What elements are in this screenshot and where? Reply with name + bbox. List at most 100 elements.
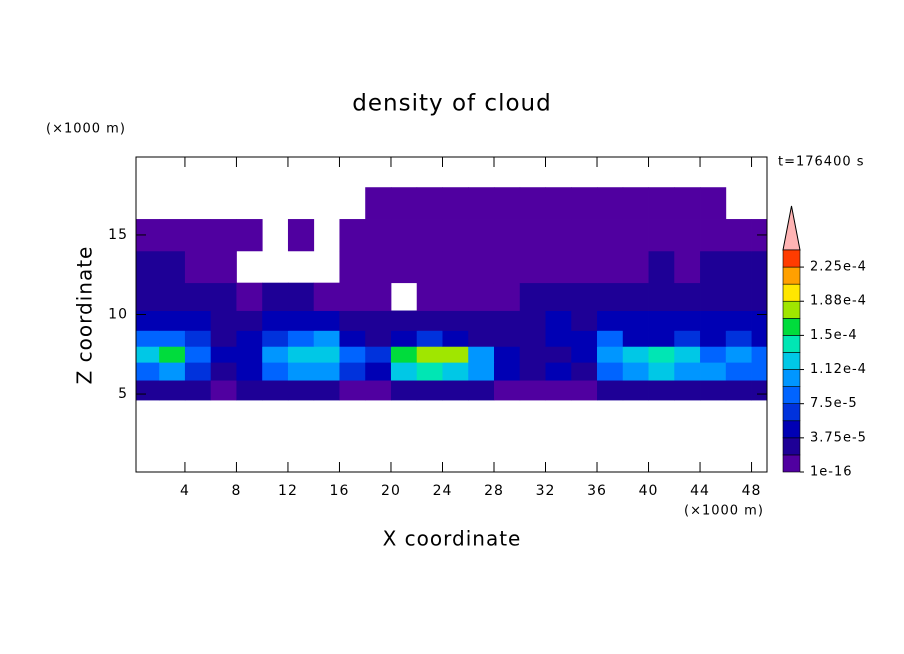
contour-cell <box>210 380 237 401</box>
colorbar-segment <box>782 335 801 353</box>
contour-cell <box>468 330 495 347</box>
colorbar-segment <box>782 352 801 370</box>
contour-cell <box>493 380 521 401</box>
contour-cell <box>648 346 675 363</box>
x-tick-label: 36 <box>587 483 607 499</box>
contour-cell <box>287 362 315 381</box>
contour-cell <box>648 310 675 331</box>
contour-cell <box>339 346 366 363</box>
contour-cell <box>493 219 521 252</box>
y-tick-label: 15 <box>108 227 128 243</box>
contour-cell <box>468 346 495 363</box>
contour-cell <box>700 380 727 401</box>
contour-cell <box>725 380 752 401</box>
contour-cell <box>136 330 160 347</box>
y-axis-label: Z coordinate <box>73 246 97 385</box>
contour-cell <box>136 362 160 381</box>
x-tick-label: 44 <box>690 483 710 499</box>
contour-cell <box>571 219 598 252</box>
contour-cell <box>313 330 340 347</box>
contour-cell <box>648 219 675 252</box>
contour-cell <box>365 362 392 381</box>
contour-cell <box>571 310 598 331</box>
contour-cell <box>751 362 768 381</box>
contour-cell <box>390 346 418 363</box>
contour-cell <box>493 187 521 220</box>
contour-cell <box>493 362 521 381</box>
contour-cell <box>597 330 624 347</box>
contour-cell <box>468 250 495 284</box>
contour-cell <box>416 187 443 220</box>
x-axis-label: X coordinate <box>383 527 522 551</box>
contour-cell <box>442 250 469 284</box>
contour-cell <box>674 362 701 381</box>
colorbar-segment <box>782 403 801 422</box>
contour-cell <box>545 330 572 347</box>
contour-cell <box>236 310 263 331</box>
colorbar-segment <box>782 369 801 387</box>
contour-cell <box>571 362 598 381</box>
contour-cell <box>648 330 675 347</box>
contour-cell <box>519 346 546 363</box>
x-tick-label: 24 <box>433 483 453 499</box>
x-tick-label: 20 <box>381 483 401 499</box>
contour-cell <box>442 362 469 381</box>
contour-cell <box>571 250 598 284</box>
x-unit: (×1000 m) <box>684 504 764 519</box>
contour-cell <box>493 282 521 311</box>
contour-cell <box>700 282 727 311</box>
contour-cell <box>313 282 340 311</box>
contour-cell <box>262 380 289 401</box>
colorbar-segment <box>782 437 801 456</box>
contour-cell <box>648 187 675 220</box>
x-tick-label: 12 <box>278 483 298 499</box>
contour-cell <box>262 362 289 381</box>
contour-cell <box>622 330 649 347</box>
contour-cell <box>136 380 160 401</box>
contour-cell <box>287 380 315 401</box>
contour-cell <box>210 310 237 331</box>
contour-cell <box>365 346 392 363</box>
y-unit: (×1000 m) <box>46 122 126 137</box>
contour-cell <box>390 330 418 347</box>
contour-cell <box>159 250 186 284</box>
contour-cell <box>674 282 701 311</box>
contour-cell <box>236 362 263 381</box>
contour-cell <box>674 219 701 252</box>
colorbar-tick-label: 1.12e-4 <box>810 362 867 377</box>
contour-cell <box>416 346 443 363</box>
colorbar-segment <box>782 249 801 268</box>
contour-cell <box>571 380 598 401</box>
contour-cell <box>339 330 366 347</box>
contour-cell <box>416 219 443 252</box>
contour-cell <box>390 187 418 220</box>
contour-cell <box>597 250 624 284</box>
contour-cell <box>519 187 546 220</box>
contour-cell <box>725 362 752 381</box>
contour-cell <box>416 330 443 347</box>
contour-cell <box>674 330 701 347</box>
contour-cell <box>674 380 701 401</box>
contour-cell <box>210 330 237 347</box>
contour-cell <box>416 362 443 381</box>
contour-cell <box>519 219 546 252</box>
contour-cell <box>597 310 624 331</box>
contour-cell <box>416 380 443 401</box>
colorbar-extend <box>782 205 801 251</box>
contour-cell <box>751 310 768 331</box>
contour-cell <box>519 282 546 311</box>
colorbar-segment <box>782 420 801 439</box>
contour-cell <box>622 310 649 331</box>
contour-cell <box>313 310 340 331</box>
contour-cell <box>597 187 624 220</box>
contour-cell <box>184 282 212 311</box>
contour-cell <box>210 250 237 284</box>
contour-cell <box>597 346 624 363</box>
contour-cell <box>751 330 768 347</box>
contour-cell <box>674 250 701 284</box>
contour-cell <box>468 219 495 252</box>
contour-cell <box>136 346 160 363</box>
contour-cell <box>571 282 598 311</box>
contour-cell <box>442 282 469 311</box>
contour-cell <box>442 346 469 363</box>
